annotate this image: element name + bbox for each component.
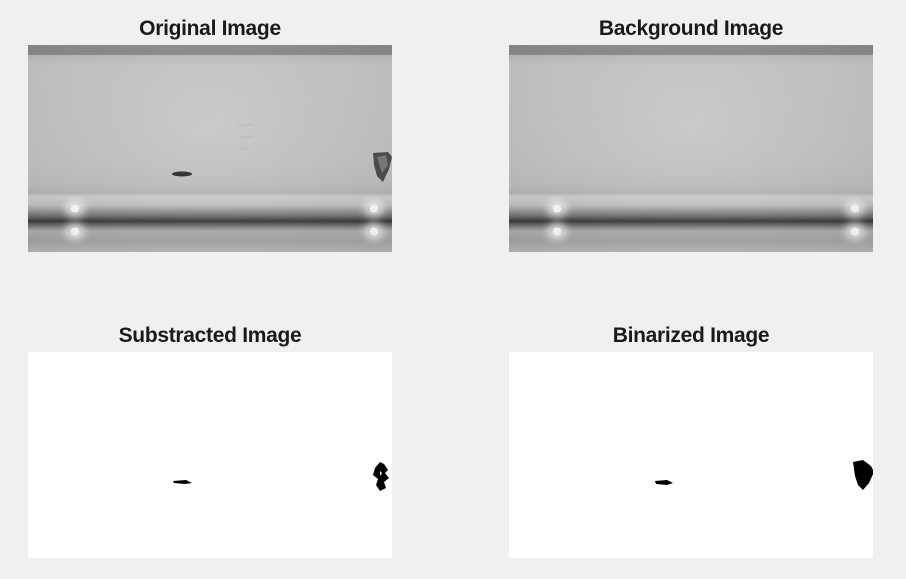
light-reflection [849,227,861,236]
original-image-objects [172,124,392,182]
light-reflection [69,204,81,213]
light-reflection [69,227,81,236]
subtracted-image-title: Substracted Image [118,324,302,347]
light-reflection [551,204,563,213]
small-object [655,480,673,485]
small-object [172,171,192,177]
background-image-axes[interactable] [509,45,873,252]
binarized-image-axes[interactable] [509,352,873,558]
binarized-image-title: Binarized Image [612,324,770,347]
original-image-axes[interactable] [28,45,392,252]
original-image-title: Original Image [139,17,281,40]
small-object [173,480,192,484]
subtracted-image-axes[interactable] [28,352,392,558]
light-reflection [551,227,563,236]
light-reflection [368,204,380,213]
binarized-image-objects [655,460,873,490]
light-reflection [849,204,861,213]
large-object [373,462,389,491]
large-object [853,460,873,490]
background-image-title: Background Image [598,17,784,40]
subtracted-image-objects [173,462,389,491]
light-reflection [368,227,380,236]
